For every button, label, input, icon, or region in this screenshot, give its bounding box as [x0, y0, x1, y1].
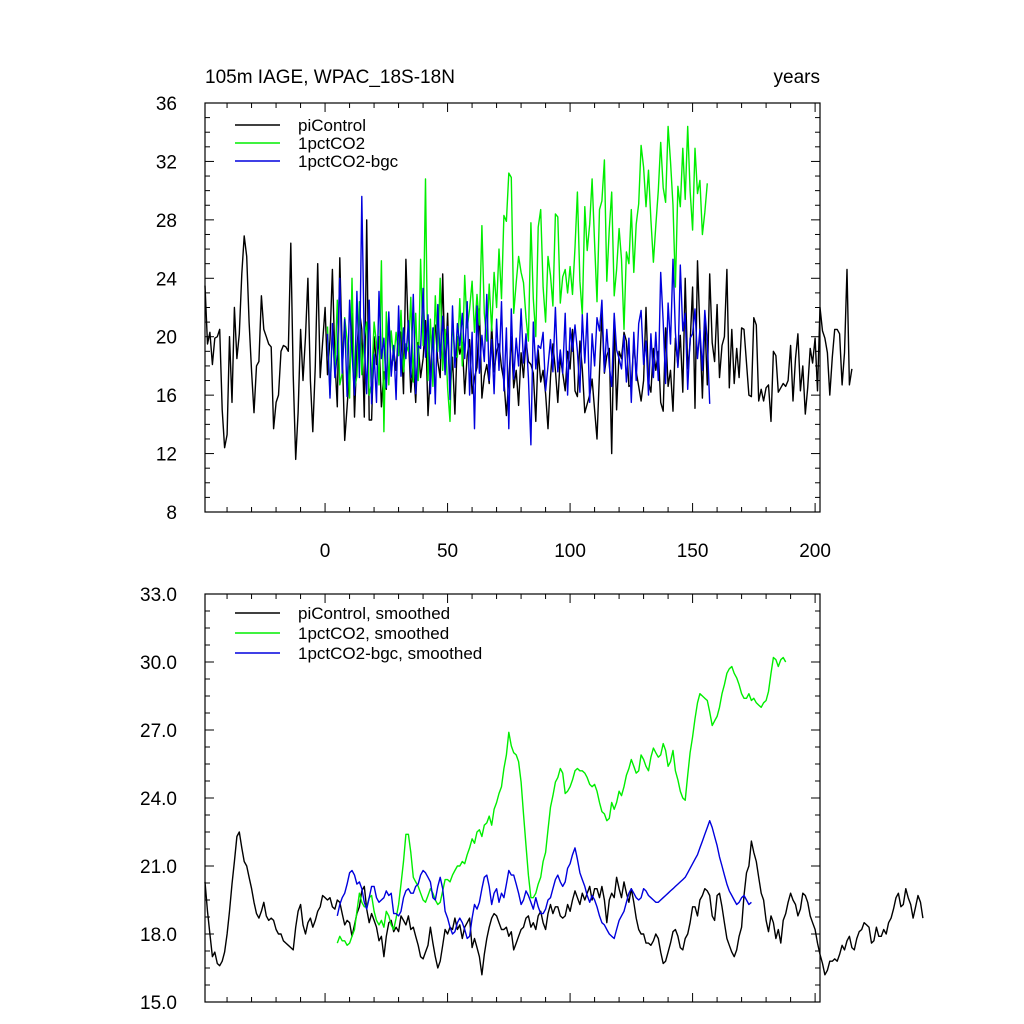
lower-y-tick-label: 33.0 [140, 585, 177, 606]
upper-series-picontrol-line [204, 219, 853, 461]
upper-y-tick-label: 24 [156, 269, 178, 290]
lower-legend-label: 1pctCO2, smoothed [298, 624, 449, 643]
upper-x-tick-label: 100 [554, 541, 586, 562]
upper-chart-units-label: years [774, 67, 820, 88]
upper-x-tick-label: 50 [437, 541, 458, 562]
lower-chart-panel: 15.0 18.0 21.0 24.0 27.0 30.0 33.0 piControl, s… [140, 585, 924, 1014]
upper-legend-label: 1pctCO2 [298, 134, 365, 153]
lower-y-tick-label: 15.0 [140, 993, 177, 1014]
upper-x-tick-label: 150 [677, 541, 709, 562]
lower-y-tick-label: 27.0 [140, 721, 177, 742]
lower-series-picontrol-smoothed-line [204, 831, 924, 976]
lower-y-tick-label: 21.0 [140, 857, 177, 878]
upper-y-tick-label: 16 [156, 386, 177, 407]
upper-legend-label: piControl [298, 116, 366, 135]
upper-y-tick-label: 32 [156, 152, 177, 173]
upper-y-tick-label: 36 [156, 94, 177, 115]
upper-x-tick-label: 0 [320, 541, 331, 562]
lower-series-1pctco2-smoothed-line [336, 656, 787, 946]
lower-y-tick-label: 24.0 [140, 789, 177, 810]
lower-y-tick-label: 30.0 [140, 653, 177, 674]
lower-y-tick-label: 18.0 [140, 925, 177, 946]
lower-legend-label: piControl, smoothed [298, 604, 450, 623]
upper-x-tick-label: 200 [799, 541, 831, 562]
upper-legend-label: 1pctCO2-bgc [298, 152, 399, 171]
upper-y-tick-label: 28 [156, 211, 177, 232]
upper-y-tick-label: 20 [156, 328, 177, 349]
upper-series-1pctco2-bgc-line [326, 195, 711, 446]
upper-y-tick-label: 8 [166, 503, 177, 524]
lower-series-1pctco2-bgc-smoothed-line [336, 820, 752, 940]
upper-chart-panel: 105m IAGE, WPAC_18S-18N years 8 12 16 20 24 2… [156, 67, 853, 562]
upper-series-1pctco2-line [326, 125, 708, 433]
lower-legend-label: 1pctCO2-bgc, smoothed [298, 644, 482, 663]
upper-chart-title: 105m IAGE, WPAC_18S-18N [205, 67, 455, 88]
upper-y-tick-label: 12 [156, 445, 177, 466]
